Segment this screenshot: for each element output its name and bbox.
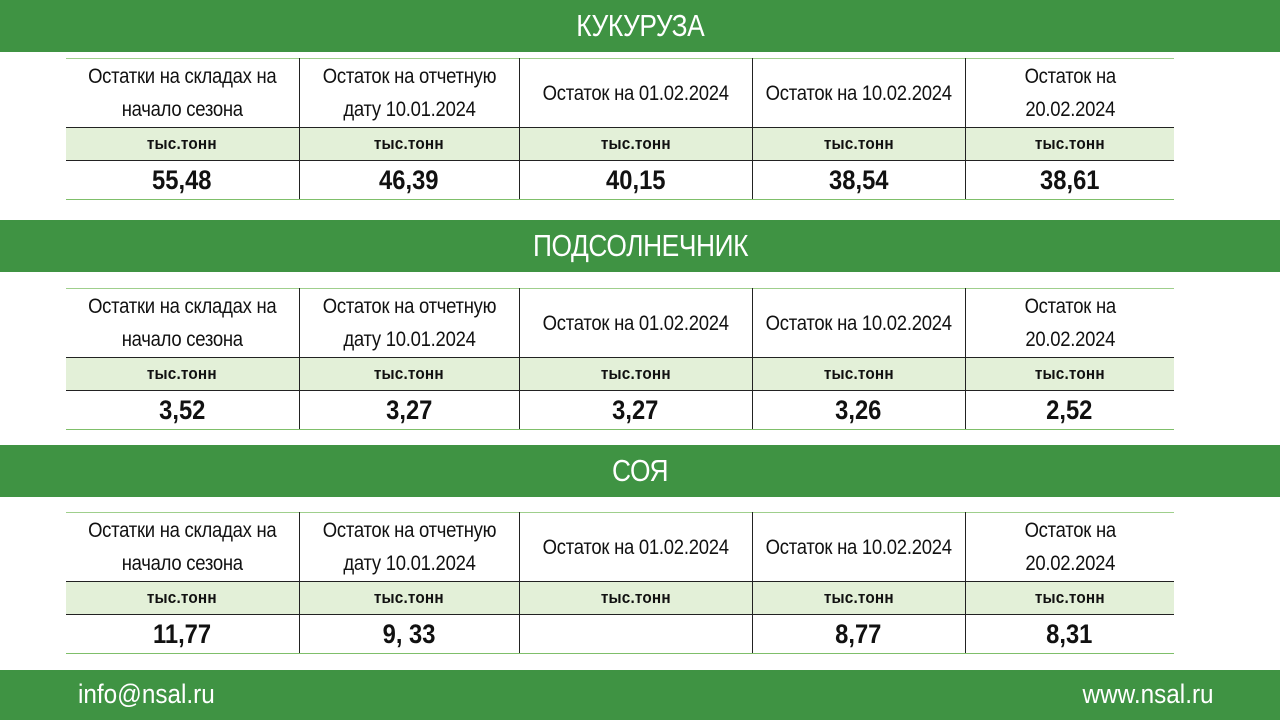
value-cell: 3,52 — [66, 390, 300, 430]
header-row: Остатки на складах на начало сезона Оста… — [66, 58, 1174, 128]
header-cell: Остаток на отчетную дату 10.01.2024 — [298, 58, 520, 128]
header-cell: Остатки на складах на начало сезона — [66, 288, 300, 358]
corn-table: Остатки на складах на начало сезона Оста… — [66, 58, 1174, 200]
unit-cell: тыс.тонн — [964, 581, 1174, 615]
value-cell: 8,77 — [751, 614, 966, 654]
value-cell: 46,39 — [298, 160, 520, 200]
unit-cell: тыс.тонн — [964, 357, 1174, 391]
unit-cell: тыс.тонн — [66, 357, 300, 391]
value-cell: 9, 33 — [298, 614, 520, 654]
header-cell: Остаток на 20.02.2024 — [964, 512, 1174, 582]
header-cell: Остаток на отчетную дату 10.01.2024 — [298, 288, 520, 358]
unit-row: тыс.тонн тыс.тонн тыс.тонн тыс.тонн тыс.… — [66, 127, 1174, 161]
header-cell: Остаток на отчетную дату 10.01.2024 — [298, 512, 520, 582]
soy-table: Остатки на складах на начало сезона Оста… — [66, 512, 1174, 654]
header-cell: Остаток на 10.02.2024 — [751, 58, 966, 128]
value-cell: 55,48 — [66, 160, 300, 200]
section-title-sunflower: ПОДСОЛНЕЧНИК — [0, 220, 1280, 272]
website-link[interactable]: www.nsal.ru — [1083, 679, 1214, 709]
unit-cell: тыс.тонн — [751, 357, 966, 391]
value-row: 3,52 3,27 3,27 3,26 2,52 — [66, 390, 1174, 430]
unit-row: тыс.тонн тыс.тонн тыс.тонн тыс.тонн тыс.… — [66, 357, 1174, 391]
header-cell: Остаток на 10.02.2024 — [751, 512, 966, 582]
value-cell: 3,27 — [518, 390, 753, 430]
value-cell: 40,15 — [518, 160, 753, 200]
value-row: 11,77 9, 33 8,77 8,31 — [66, 614, 1174, 654]
header-row: Остатки на складах на начало сезона Оста… — [66, 512, 1174, 582]
header-cell: Остаток на 20.02.2024 — [964, 58, 1174, 128]
unit-cell: тыс.тонн — [518, 357, 753, 391]
section-title-soy: СОЯ — [0, 445, 1280, 497]
value-cell: 3,26 — [751, 390, 966, 430]
value-cell: 38,54 — [751, 160, 966, 200]
unit-cell: тыс.тонн — [964, 127, 1174, 161]
header-cell: Остатки на складах на начало сезона — [66, 58, 300, 128]
header-cell: Остаток на 01.02.2024 — [518, 512, 753, 582]
unit-cell: тыс.тонн — [751, 127, 966, 161]
sunflower-table: Остатки на складах на начало сезона Оста… — [66, 288, 1174, 430]
unit-cell: тыс.тонн — [298, 581, 520, 615]
unit-cell: тыс.тонн — [66, 127, 300, 161]
value-cell: 8,31 — [964, 614, 1174, 654]
email-link[interactable]: info@nsal.ru — [78, 679, 215, 709]
value-cell: 2,52 — [964, 390, 1174, 430]
header-cell: Остаток на 20.02.2024 — [964, 288, 1174, 358]
unit-cell: тыс.тонн — [518, 127, 753, 161]
footer-bar: info@nsal.ru www.nsal.ru — [0, 670, 1280, 720]
header-cell: Остаток на 01.02.2024 — [518, 58, 753, 128]
unit-cell: тыс.тонн — [66, 581, 300, 615]
header-row: Остатки на складах на начало сезона Оста… — [66, 288, 1174, 358]
value-cell: 11,77 — [66, 614, 300, 654]
value-cell: 3,27 — [298, 390, 520, 430]
unit-cell: тыс.тонн — [298, 357, 520, 391]
value-cell: 38,61 — [964, 160, 1174, 200]
unit-row: тыс.тонн тыс.тонн тыс.тонн тыс.тонн тыс.… — [66, 581, 1174, 615]
unit-cell: тыс.тонн — [751, 581, 966, 615]
unit-cell: тыс.тонн — [298, 127, 520, 161]
header-cell: Остаток на 01.02.2024 — [518, 288, 753, 358]
section-title-corn: КУКУРУЗА — [0, 0, 1280, 52]
header-cell: Остатки на складах на начало сезона — [66, 512, 300, 582]
value-cell — [518, 614, 753, 654]
header-cell: Остаток на 10.02.2024 — [751, 288, 966, 358]
unit-cell: тыс.тонн — [518, 581, 753, 615]
value-row: 55,48 46,39 40,15 38,54 38,61 — [66, 160, 1174, 200]
